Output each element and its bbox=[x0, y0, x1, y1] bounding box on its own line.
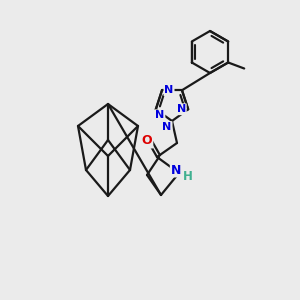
Text: N: N bbox=[162, 122, 172, 132]
Text: N: N bbox=[164, 85, 174, 95]
Text: N: N bbox=[155, 110, 164, 120]
Text: O: O bbox=[142, 134, 152, 148]
Text: N: N bbox=[176, 104, 186, 114]
Text: H: H bbox=[183, 170, 193, 184]
Text: N: N bbox=[171, 164, 181, 176]
